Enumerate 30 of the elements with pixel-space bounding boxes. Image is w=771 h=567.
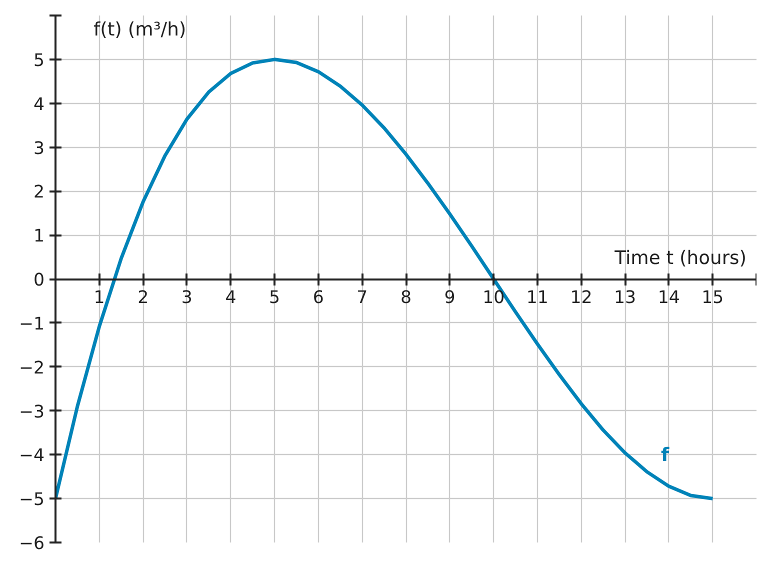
- x-tick-label: 2: [138, 288, 149, 308]
- series-label: f: [660, 444, 670, 466]
- x-tick-label: 10: [482, 288, 505, 308]
- x-tick-label: 3: [181, 288, 192, 308]
- x-tick-label: 15: [702, 288, 724, 308]
- y-tick-label: −3: [18, 402, 45, 422]
- y-tick-label: 5: [33, 50, 45, 71]
- y-tick-label: 2: [33, 182, 45, 203]
- x-tick-label: 6: [312, 288, 324, 308]
- y-tick-label: −5: [18, 490, 45, 510]
- x-tick-label: 11: [526, 288, 548, 308]
- y-tick-label: 4: [33, 94, 45, 115]
- y-axis-title: f(t) (m³/h): [94, 20, 186, 40]
- x-axis-title: Time t (hours): [614, 248, 746, 269]
- x-tick-label: 7: [356, 288, 368, 308]
- y-tick-label: −1: [18, 314, 45, 334]
- y-tick-label: −6: [18, 534, 45, 554]
- x-tick-label: 12: [570, 288, 592, 308]
- x-tick-label: 1: [94, 288, 105, 308]
- y-tick-label: 1: [33, 226, 45, 247]
- x-tick-label: 8: [400, 288, 412, 308]
- x-tick-label: 9: [444, 288, 456, 308]
- y-tick-label: 3: [33, 138, 45, 159]
- y-tick-label: −2: [18, 358, 45, 378]
- x-tick-label: 14: [658, 288, 680, 308]
- x-tick-label: 5: [269, 288, 280, 308]
- y-tick-label: −4: [18, 446, 45, 466]
- x-tick-label: 4: [225, 288, 236, 308]
- x-tick-label: 13: [614, 288, 636, 308]
- y-tick-label: 0: [33, 270, 45, 290]
